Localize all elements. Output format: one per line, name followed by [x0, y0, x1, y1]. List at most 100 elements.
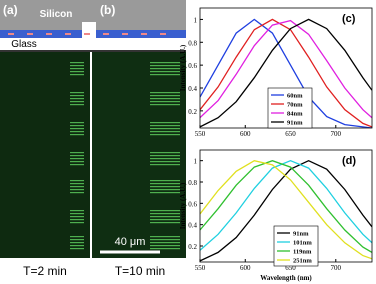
- series-line: [200, 159, 372, 262]
- stripe: [70, 122, 84, 124]
- stripe: [70, 236, 84, 238]
- dot: [46, 33, 52, 35]
- stripe: [150, 210, 180, 212]
- y-tick-label: 1: [194, 158, 198, 166]
- time-label: T=10 min: [115, 264, 165, 278]
- stripe: [150, 74, 180, 76]
- legend-label: 91nm: [293, 231, 309, 238]
- stripe: [150, 164, 180, 166]
- x-tick-label: 600: [240, 130, 251, 138]
- series-line: [200, 18, 372, 128]
- legend-label: 60nm: [287, 93, 303, 100]
- stripe: [150, 62, 180, 64]
- dot: [8, 33, 14, 35]
- stripe: [70, 131, 84, 133]
- stripe: [150, 95, 180, 97]
- dot: [84, 33, 90, 35]
- stripe: [150, 98, 180, 100]
- stripe: [70, 183, 84, 185]
- series-line: [200, 18, 372, 128]
- stripe: [150, 245, 180, 247]
- legend-label: 119nm: [293, 249, 312, 256]
- panel-label: (b): [100, 3, 115, 17]
- y-tick-label: 0.2: [188, 108, 197, 116]
- time-label: T=2 min: [23, 264, 67, 278]
- stripe: [70, 152, 84, 154]
- x-tick-label: 650: [285, 130, 296, 138]
- stripe: [150, 65, 180, 67]
- divider: [0, 50, 186, 52]
- stripe: [70, 158, 84, 160]
- stripe: [150, 216, 180, 218]
- stripe: [150, 242, 180, 244]
- stripe: [70, 189, 84, 191]
- stripe: [70, 219, 84, 221]
- dot: [65, 33, 71, 35]
- blue-layer: [0, 30, 82, 38]
- stripe: [70, 164, 84, 166]
- stripe: [70, 68, 84, 70]
- stripe: [150, 104, 180, 106]
- stripe: [70, 134, 84, 136]
- stripe: [150, 183, 180, 185]
- x-tick-label: 700: [331, 130, 342, 138]
- stripe: [150, 192, 180, 194]
- stripe: [150, 236, 180, 238]
- stripe: [70, 222, 84, 224]
- y-axis-label: Intensity (A.U.): [179, 44, 187, 91]
- y-tick-label: 0.2: [188, 243, 197, 251]
- stripes: [70, 62, 180, 250]
- stripe: [70, 213, 84, 215]
- stripe: [150, 158, 180, 160]
- stripe: [150, 161, 180, 163]
- y-tick-label: 0.6: [188, 200, 197, 208]
- dot: [122, 33, 128, 35]
- dot: [27, 33, 33, 35]
- stripe: [70, 128, 84, 130]
- stripe: [150, 222, 180, 224]
- y-tick-label: 0.6: [188, 62, 197, 70]
- stripe: [150, 248, 180, 250]
- y-tick-label: 0.8: [188, 179, 197, 187]
- stripe: [70, 210, 84, 212]
- scale-label: 40 μm: [115, 236, 146, 248]
- stripe: [150, 128, 180, 130]
- stripe: [150, 213, 180, 215]
- stripe: [70, 125, 84, 127]
- gap: [82, 22, 96, 32]
- stripe: [70, 155, 84, 157]
- x-tick-label: 600: [240, 264, 251, 272]
- stripe: [150, 155, 180, 157]
- x-tick-label: 550: [195, 264, 206, 272]
- series-line: [200, 160, 372, 253]
- y-tick-label: 0.8: [188, 39, 197, 47]
- x-tick-label: 650: [285, 264, 296, 272]
- dot: [160, 33, 166, 35]
- x-tick-label: 550: [195, 130, 206, 138]
- stripe: [150, 68, 180, 70]
- series-line: [200, 19, 372, 119]
- microscope-panel: (a) (b) Silicon Glass 40 μm T=2 min T=10…: [0, 0, 186, 278]
- stripe: [70, 216, 84, 218]
- stripe: [70, 248, 84, 250]
- stripe: [150, 131, 180, 133]
- stripe: [150, 239, 180, 241]
- stripe: [150, 122, 180, 124]
- dot: [141, 33, 147, 35]
- stripe: [70, 74, 84, 76]
- dot: [103, 33, 109, 35]
- x-tick-label: 700: [331, 264, 342, 272]
- series-line: [200, 159, 372, 251]
- panel-label: (a): [3, 3, 18, 17]
- legend-label: 91nm: [287, 120, 303, 127]
- series-line: [200, 18, 372, 128]
- stripe: [70, 192, 84, 194]
- y-tick-label: 0.4: [188, 222, 197, 230]
- stripe: [150, 134, 180, 136]
- stripe: [70, 186, 84, 188]
- stripe: [70, 239, 84, 241]
- layer-label: Silicon: [40, 9, 73, 20]
- stripe: [70, 180, 84, 182]
- stripe: [70, 71, 84, 73]
